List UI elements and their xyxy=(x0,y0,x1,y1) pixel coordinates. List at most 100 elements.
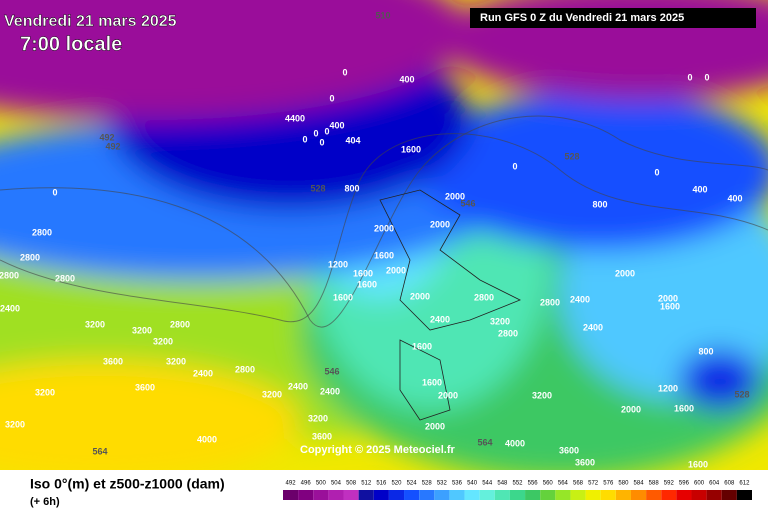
scale-label: 580 xyxy=(618,481,629,487)
iso0-label: 2400 xyxy=(583,322,603,332)
scale-swatch xyxy=(479,490,495,500)
iso0-label: 3200 xyxy=(532,390,552,400)
scale-swatch xyxy=(404,490,420,500)
iso0-label: 400 xyxy=(692,184,707,194)
iso0-label: 0 xyxy=(687,72,692,82)
scale-swatch xyxy=(585,490,601,500)
scale-swatch xyxy=(661,490,677,500)
scale-swatch xyxy=(419,490,435,500)
iso0-label: 1600 xyxy=(401,144,421,154)
iso0-label: 3200 xyxy=(262,389,282,399)
iso0-label: 2800 xyxy=(55,273,75,283)
iso0-label: 0 xyxy=(329,93,334,103)
copyright: Copyright © 2025 Meteociel.fr xyxy=(300,444,456,456)
iso0-label: 2000 xyxy=(621,404,641,414)
run: Run GFS 0 Z du Vendredi 21 mars 2025 xyxy=(480,12,684,24)
iso0-label: 0 xyxy=(319,137,324,147)
run-box xyxy=(470,8,756,28)
iso0-label: 2800 xyxy=(498,328,518,338)
iso0-label: 0 xyxy=(512,161,517,171)
scale-label: 596 xyxy=(679,481,690,487)
scale-label: 588 xyxy=(649,481,660,487)
scale-swatch xyxy=(298,490,314,500)
iso0-label: 1200 xyxy=(658,383,678,393)
iso0-label: 800 xyxy=(592,199,607,209)
scale-swatch xyxy=(736,490,752,500)
iso0-label: 2400 xyxy=(320,386,340,396)
scale-swatch xyxy=(691,490,707,500)
thickness-label: 492 xyxy=(99,132,114,142)
iso0-label: 2400 xyxy=(570,294,590,304)
scale-swatch xyxy=(388,490,405,500)
iso0-label: 2000 xyxy=(615,268,635,278)
iso0-label: 3200 xyxy=(308,413,328,423)
scale-label: 556 xyxy=(528,481,539,487)
iso0-label: 404 xyxy=(345,135,360,145)
iso0-label: 0 xyxy=(52,187,57,197)
scale-label: 492 xyxy=(286,481,297,487)
time: 7:00 locale xyxy=(20,33,122,55)
iso0-label: 1600 xyxy=(660,301,680,311)
scale-swatch xyxy=(494,490,510,500)
thickness-label: 492 xyxy=(105,141,120,151)
iso0-label: 400 xyxy=(399,74,414,84)
iso0-label: 2800 xyxy=(235,364,255,374)
iso0-label: 1200 xyxy=(328,259,348,269)
scale-label: 612 xyxy=(739,481,750,487)
scale-swatch xyxy=(358,490,374,500)
thickness-label: 510 xyxy=(375,10,390,20)
iso0-label: 1600 xyxy=(333,292,353,302)
iso0-label: 3600 xyxy=(135,382,155,392)
scale-label: 536 xyxy=(452,481,463,487)
scale-label: 576 xyxy=(603,481,614,487)
scale-swatch xyxy=(600,490,616,500)
legend-step: (+ 6h) xyxy=(30,496,60,508)
scale-swatch xyxy=(509,490,526,500)
scale-label: 508 xyxy=(346,481,357,487)
scale-label: 560 xyxy=(543,481,554,487)
thickness-label: 528 xyxy=(564,151,579,161)
thickness-label: 564 xyxy=(92,446,107,456)
scale-swatch xyxy=(434,490,450,500)
iso0-label: 2000 xyxy=(386,265,406,275)
iso0-label: 1600 xyxy=(688,459,708,469)
iso0-label: 2800 xyxy=(32,227,52,237)
scale-swatch xyxy=(706,490,722,500)
scale-label: 500 xyxy=(316,481,327,487)
iso0-label: 800 xyxy=(344,183,359,193)
iso0-label: 400 xyxy=(329,120,344,130)
iso0-label: 2800 xyxy=(0,270,19,280)
iso0-label: 3200 xyxy=(5,419,25,429)
scale-swatch xyxy=(570,490,586,500)
scale-label: 592 xyxy=(664,481,675,487)
scale-swatch xyxy=(313,490,329,500)
scale-label: 568 xyxy=(573,481,584,487)
iso0-label: 2000 xyxy=(374,223,394,233)
scale-label: 608 xyxy=(724,481,735,487)
scale-label: 504 xyxy=(331,481,342,487)
thickness-label: 528 xyxy=(734,389,749,399)
iso0-label: 2000 xyxy=(410,291,430,301)
scale-swatch xyxy=(676,490,692,500)
iso0-label: 0 xyxy=(342,67,347,77)
iso0-label: 3200 xyxy=(153,336,173,346)
iso0-label: 0 xyxy=(324,126,329,136)
iso0-label: 1600 xyxy=(357,279,377,289)
iso0-label: 3600 xyxy=(575,457,595,467)
scale-swatch xyxy=(555,490,571,500)
iso0-label: 3200 xyxy=(35,387,55,397)
iso0-label: 3200 xyxy=(490,316,510,326)
iso0-label: 2000 xyxy=(658,293,678,303)
scale-label: 496 xyxy=(301,481,312,487)
iso0-label: 2000 xyxy=(445,191,465,201)
iso0-label: 1600 xyxy=(353,268,373,278)
iso0-label: 1600 xyxy=(422,377,442,387)
scale-label: 584 xyxy=(634,481,645,487)
scale-swatch xyxy=(373,490,389,500)
scale-label: 544 xyxy=(482,481,493,487)
scale-label: 528 xyxy=(422,481,433,487)
date: Vendredi 21 mars 2025 xyxy=(4,13,177,30)
iso0-label: 2800 xyxy=(170,319,190,329)
iso0-label: 0 xyxy=(654,167,659,177)
